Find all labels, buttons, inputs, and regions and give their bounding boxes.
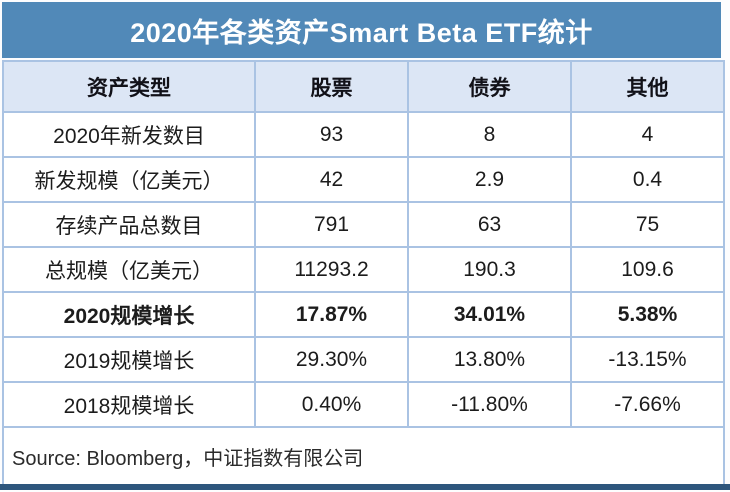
table-row-total-products: 存续产品总数目 791 63 75 [2, 201, 725, 248]
col-header-bond: 债券 [407, 60, 572, 113]
cell-value: 29.30% [254, 336, 409, 383]
row-label: 2018规模增长 [2, 381, 256, 428]
cell-value: -7.66% [570, 381, 725, 428]
cell-value: 63 [407, 201, 572, 248]
table-row-growth-2020: 2020规模增长 17.87% 34.01% 5.38% [2, 291, 725, 338]
cell-value: 0.4 [570, 156, 725, 203]
cell-value: -11.80% [407, 381, 572, 428]
header-row: 资产类型 股票 债券 其他 [2, 60, 725, 113]
col-header-other: 其他 [570, 60, 725, 113]
cell-value: 42 [254, 156, 409, 203]
cell-value: 2.9 [407, 156, 572, 203]
cell-value: 190.3 [407, 246, 572, 293]
smart-beta-etf-table: 资产类型 股票 债券 其他 2020年新发数目 93 8 4 新发规模（亿美元）… [2, 60, 725, 486]
cell-value: 93 [254, 111, 409, 158]
row-label: 2020年新发数目 [2, 111, 256, 158]
col-header-asset-type: 资产类型 [2, 60, 256, 113]
cell-value: 109.6 [570, 246, 725, 293]
table-row-total-size: 总规模（亿美元） 11293.2 190.3 109.6 [2, 246, 725, 293]
bottom-accent-bar [0, 484, 730, 490]
cell-value: 5.38% [570, 291, 725, 338]
cell-value: 13.80% [407, 336, 572, 383]
table-row-new-issues-2020: 2020年新发数目 93 8 4 [2, 111, 725, 158]
cell-value: 11293.2 [254, 246, 409, 293]
cell-value: 17.87% [254, 291, 409, 338]
cell-value: 791 [254, 201, 409, 248]
row-label: 总规模（亿美元） [2, 246, 256, 293]
cell-value: 0.40% [254, 381, 409, 428]
col-header-equity: 股票 [254, 60, 409, 113]
cell-value: -13.15% [570, 336, 725, 383]
cell-value: 4 [570, 111, 725, 158]
row-label: 2020规模增长 [2, 291, 256, 338]
source-row: Source: Bloomberg，中证指数有限公司 [2, 426, 725, 486]
row-label: 新发规模（亿美元） [2, 156, 256, 203]
table-row-growth-2019: 2019规模增长 29.30% 13.80% -13.15% [2, 336, 725, 383]
table-title: 2020年各类资产Smart Beta ETF统计 [2, 2, 721, 58]
cell-value: 8 [407, 111, 572, 158]
source-note: Source: Bloomberg，中证指数有限公司 [2, 426, 725, 486]
cell-value: 34.01% [407, 291, 572, 338]
table-row-growth-2018: 2018规模增长 0.40% -11.80% -7.66% [2, 381, 725, 428]
cell-value: 75 [570, 201, 725, 248]
row-label: 存续产品总数目 [2, 201, 256, 248]
table-row-new-issue-size: 新发规模（亿美元） 42 2.9 0.4 [2, 156, 725, 203]
row-label: 2019规模增长 [2, 336, 256, 383]
